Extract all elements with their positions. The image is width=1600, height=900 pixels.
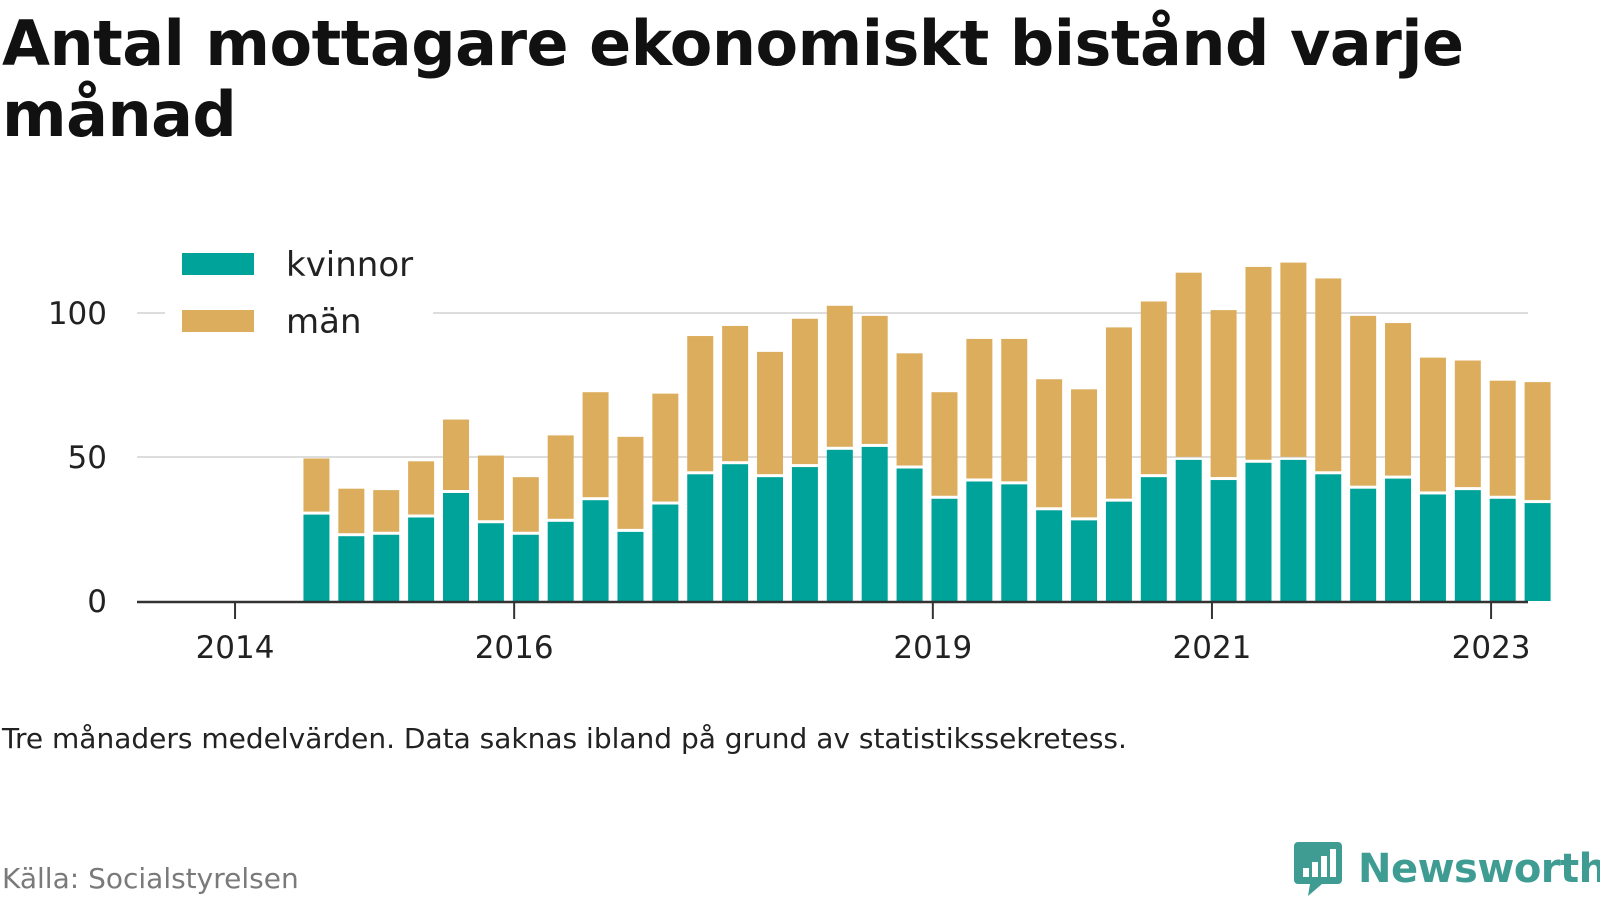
bar-man — [617, 436, 644, 529]
x-tick-label: 2014 — [196, 630, 275, 666]
bar-kvinnor — [443, 493, 470, 601]
bar-man — [338, 488, 365, 534]
bar-man — [373, 490, 400, 532]
bar-kvinnor — [1489, 498, 1516, 601]
bar-man — [1175, 272, 1202, 457]
bar-man — [512, 477, 539, 532]
legend-label: män — [286, 302, 362, 342]
bar-kvinnor — [1350, 488, 1377, 601]
bar-man — [1385, 323, 1412, 476]
axes: 0 50 100 2014 2016 2019 2021 2023 — [48, 296, 1531, 666]
legend-swatch — [182, 253, 254, 275]
bar-kvinnor — [338, 536, 365, 601]
chart-title: Antal mottagare ekonomiskt bistånd varje… — [2, 7, 1464, 151]
newsworthy-logo-icon — [1294, 842, 1342, 896]
bar-man — [1280, 262, 1307, 457]
bar-man — [1350, 315, 1377, 486]
bar-man — [896, 353, 923, 466]
bar-man — [791, 318, 818, 465]
bar-kvinnor — [896, 468, 923, 601]
bar-man — [826, 305, 853, 447]
bar-kvinnor — [1210, 480, 1237, 601]
bar-kvinnor — [1140, 477, 1167, 601]
bar-kvinnor — [1071, 520, 1098, 601]
bar-man — [1419, 357, 1446, 492]
bar-man — [966, 338, 993, 479]
bar-kvinnor — [408, 517, 435, 601]
brand-logo[interactable]: Newsworthy — [1292, 840, 1600, 898]
x-tick-label: 2023 — [1452, 630, 1531, 666]
y-tick-label: 100 — [48, 296, 107, 332]
x-tick-label: 2021 — [1173, 630, 1252, 666]
legend-label: kvinnor — [286, 245, 413, 285]
bar-kvinnor — [582, 500, 609, 601]
bar-kvinnor — [861, 446, 888, 601]
bar-kvinnor — [1105, 501, 1132, 601]
bar-man — [652, 393, 679, 502]
bar-kvinnor — [1036, 510, 1063, 601]
bar-man — [1454, 360, 1481, 488]
bar-man — [443, 419, 470, 490]
bar-kvinnor — [1454, 490, 1481, 601]
x-tick-label: 2019 — [893, 630, 972, 666]
bar-man — [722, 325, 749, 462]
legend-swatch — [182, 310, 254, 332]
bar-man — [1105, 327, 1132, 499]
bar-man — [1245, 266, 1272, 460]
bar-kvinnor — [512, 534, 539, 601]
x-tick-label: 2016 — [475, 630, 554, 666]
bar-man — [1140, 301, 1167, 475]
bar-kvinnor — [687, 474, 714, 601]
bar-man — [1036, 379, 1063, 508]
bar-kvinnor — [722, 464, 749, 601]
bar-man — [1489, 380, 1516, 496]
y-tick-label: 50 — [68, 440, 107, 476]
bar-man — [1001, 338, 1028, 482]
bar-kvinnor — [1001, 484, 1028, 601]
bar-man — [1315, 278, 1342, 472]
bar-man — [931, 392, 958, 496]
legend: kvinnor män — [165, 240, 433, 352]
bar-kvinnor — [931, 498, 958, 601]
bar-kvinnor — [1524, 503, 1551, 601]
source-credit: Källa: Socialstyrelsen — [2, 862, 299, 895]
stacked-bar-chart: 0 50 100 2014 2016 2019 2021 2023 kvinnor män — [47, 240, 1551, 666]
bar-kvinnor — [1315, 474, 1342, 601]
bar-man — [408, 461, 435, 515]
bar-man — [477, 455, 504, 521]
bar-man — [861, 315, 888, 444]
brand-name: Newsworthy — [1358, 846, 1600, 892]
bar-kvinnor — [547, 521, 574, 601]
bars — [303, 262, 1551, 601]
bar-kvinnor — [1175, 459, 1202, 601]
bar-kvinnor — [1385, 478, 1412, 601]
bar-kvinnor — [373, 534, 400, 601]
bar-kvinnor — [477, 523, 504, 601]
bar-kvinnor — [1245, 462, 1272, 601]
bar-man — [757, 351, 784, 475]
bar-kvinnor — [966, 481, 993, 601]
bar-kvinnor — [617, 531, 644, 601]
bar-kvinnor — [791, 467, 818, 601]
bar-kvinnor — [303, 514, 330, 601]
bar-kvinnor — [1280, 459, 1307, 601]
bar-man — [687, 336, 714, 472]
bar-kvinnor — [1419, 494, 1446, 601]
bar-man — [1071, 389, 1098, 518]
bar-man — [582, 392, 609, 498]
bar-man — [1210, 310, 1237, 478]
bar-kvinnor — [826, 449, 853, 601]
bar-man — [303, 458, 330, 512]
chart-note: Tre månaders medelvärden. Data saknas ib… — [2, 722, 1127, 755]
bar-man — [547, 435, 574, 519]
bar-kvinnor — [652, 504, 679, 601]
y-tick-label: 0 — [87, 584, 107, 620]
bar-kvinnor — [757, 477, 784, 601]
bar-man — [1524, 382, 1551, 501]
